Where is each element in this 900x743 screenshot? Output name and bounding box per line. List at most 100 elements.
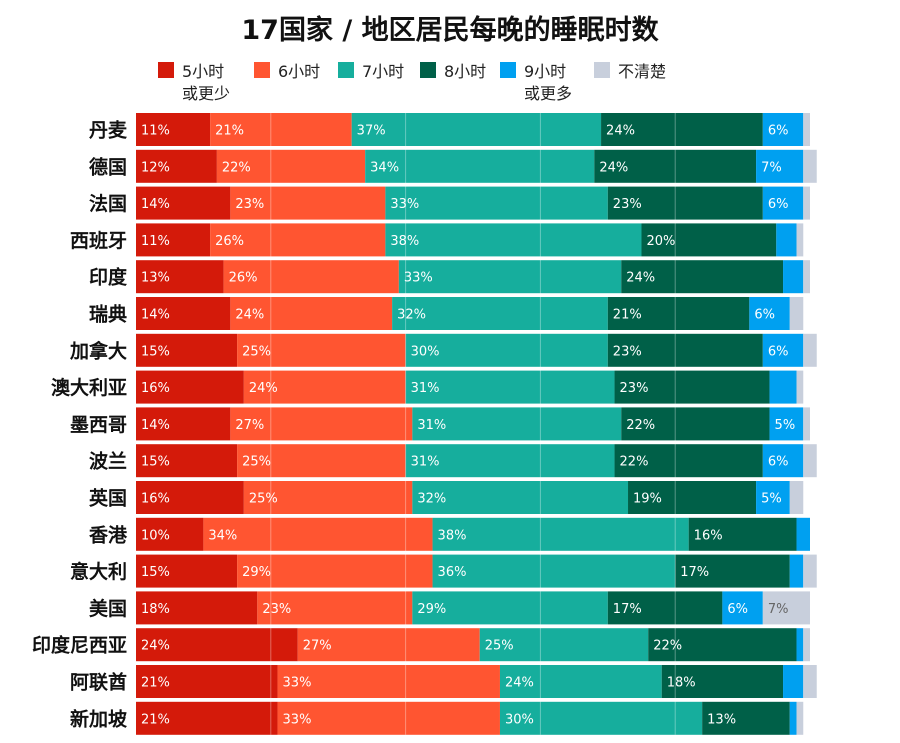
value-label: 22% (626, 418, 655, 433)
value-label: 24% (505, 676, 534, 691)
country-label: 丹麦 (89, 119, 128, 142)
value-label: 6% (768, 455, 789, 470)
value-label: 38% (438, 528, 467, 543)
country-label: 意大利 (70, 560, 127, 583)
bar-segment (351, 113, 602, 146)
legend-swatch (500, 62, 516, 78)
bar-segment (756, 481, 790, 514)
bar-segment (136, 223, 211, 257)
value-label: 31% (417, 418, 446, 433)
bar-segment (398, 260, 622, 294)
bar-segment (607, 297, 750, 330)
bar-segment (803, 186, 810, 220)
value-label: 25% (249, 492, 278, 507)
bar-segment (803, 113, 810, 146)
bar-segment (621, 260, 784, 294)
bar-segment (803, 554, 817, 588)
bar-segment (297, 628, 480, 662)
value-label: 21% (141, 676, 170, 691)
bar-segment (803, 260, 810, 294)
bar-segment (789, 297, 804, 330)
country-label: 法国 (89, 192, 127, 215)
bar-segment (796, 517, 810, 551)
value-label: 32% (417, 492, 446, 507)
bar-segment (594, 149, 757, 183)
bar-segment (661, 665, 784, 698)
value-label: 34% (208, 528, 237, 543)
legend-swatch (158, 62, 174, 78)
bar-segment (803, 628, 810, 662)
legend-label: 6小时 (278, 62, 320, 81)
bar-row (136, 370, 804, 404)
value-label: 31% (411, 381, 440, 396)
bar-segment (136, 186, 231, 220)
bar-segment (230, 186, 386, 220)
bar-segment (243, 370, 406, 404)
value-label: 33% (283, 676, 312, 691)
bar-segment (796, 701, 804, 735)
legend-swatch (254, 62, 270, 78)
value-label: 18% (141, 602, 170, 617)
value-label: 16% (141, 492, 170, 507)
bar-segment (803, 149, 817, 183)
bar-segment (277, 701, 500, 735)
legend-item: 7小时 (338, 62, 404, 81)
bar-segment (722, 591, 763, 625)
bar-segment (432, 554, 676, 588)
bar-segment (641, 223, 777, 257)
bar-segment (762, 333, 804, 367)
bar-segment (405, 333, 608, 367)
value-label: 23% (262, 602, 291, 617)
value-label: 13% (141, 271, 170, 286)
bar-row (136, 186, 810, 220)
value-label: 30% (505, 712, 534, 727)
value-label: 21% (613, 308, 642, 323)
country-labels: 丹麦德国法国西班牙印度瑞典加拿大澳大利亚墨西哥波兰英国香港意大利美国印度尼西亚阿… (32, 119, 128, 731)
value-label: 25% (485, 639, 514, 654)
value-label: 11% (141, 234, 170, 249)
bar-segment (607, 333, 763, 367)
bar-segment (803, 333, 817, 367)
bar-segment (237, 333, 406, 367)
bar-segment (783, 665, 804, 698)
legend-item: 6小时 (254, 62, 320, 81)
legend-item: 9小时或更多 (500, 62, 572, 103)
value-label: 33% (283, 712, 312, 727)
legend-swatch (338, 62, 354, 78)
value-label: 26% (229, 271, 258, 286)
bar-segment (385, 223, 642, 257)
bar-segment (216, 149, 366, 183)
chart-title: 17国家 / 地区居民每晚的睡眠时数 (241, 15, 659, 46)
legend-swatch (420, 62, 436, 78)
bar-segment (621, 407, 770, 441)
bar-segment (136, 517, 204, 551)
value-label: 18% (667, 676, 696, 691)
bar-segment (210, 113, 352, 146)
bar-segment (230, 297, 393, 330)
value-label: 6% (727, 602, 748, 617)
bar-segment (405, 444, 615, 478)
bar-segment (614, 444, 763, 478)
bar-segment (203, 517, 433, 551)
value-label: 24% (599, 160, 628, 175)
bar-row (136, 701, 804, 735)
bar-segment (803, 444, 817, 478)
value-label: 14% (141, 418, 170, 433)
bar-segment (136, 444, 238, 478)
value-label: 38% (390, 234, 419, 249)
value-label: 21% (215, 124, 244, 139)
value-label: 15% (141, 565, 170, 580)
value-label: 32% (397, 308, 426, 323)
bar-row (136, 628, 810, 662)
bar-row (136, 407, 810, 441)
value-label: 27% (235, 418, 264, 433)
bar-segment (405, 370, 615, 404)
value-label: 10% (141, 528, 170, 543)
bar-segment (628, 481, 757, 514)
value-label: 23% (613, 197, 642, 212)
country-label: 印度 (89, 266, 128, 289)
value-label: 24% (235, 308, 264, 323)
bar-segment (136, 628, 298, 662)
country-label: 阿联酋 (70, 671, 127, 694)
